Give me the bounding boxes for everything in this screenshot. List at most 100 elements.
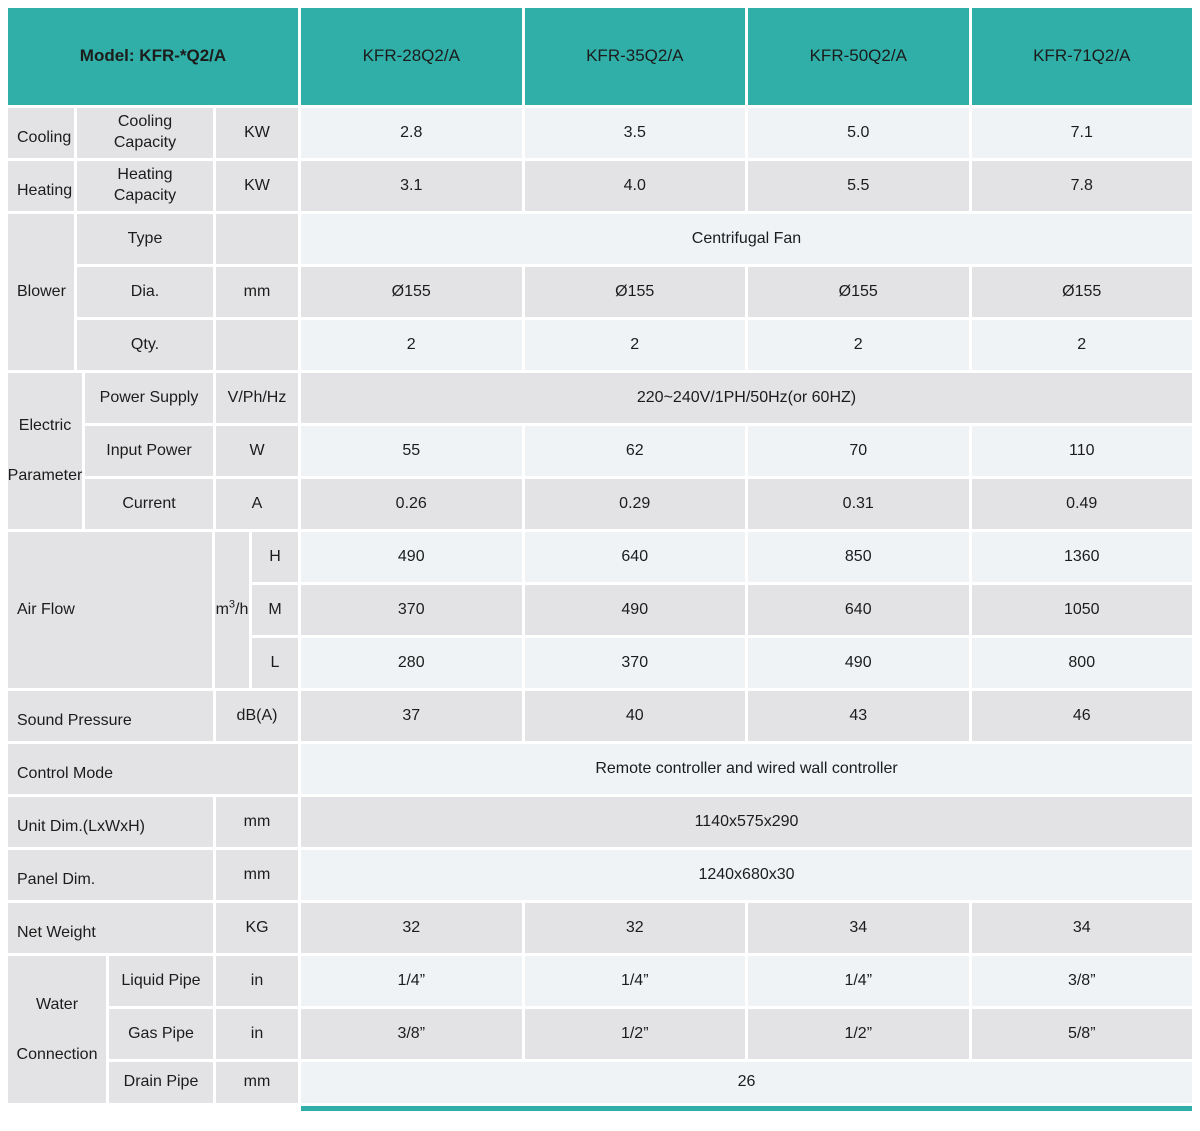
value-cell: 1/2”: [748, 1009, 969, 1059]
air-flow-section: Air Flow m3/h H 490 640 850 1360 M 370 4…: [8, 532, 1192, 688]
value-cell: 1/4”: [524, 956, 745, 1006]
value-cell: 1360: [971, 532, 1192, 582]
row-label-low: L: [252, 638, 298, 688]
group-label-air-flow: Air Flow: [8, 532, 212, 688]
column-header-kfr-28: KFR-28Q2/A: [301, 8, 522, 105]
value-cell: 0.31: [748, 479, 969, 529]
value-cell: 800: [971, 638, 1192, 688]
group-label-water-connection: Water Connection: [8, 956, 106, 1103]
group-label-blower: Blower: [8, 214, 74, 370]
value-cell: 55: [301, 426, 522, 476]
value-cell: 5.0: [748, 108, 969, 158]
value-cell: 1/4”: [301, 956, 522, 1006]
unit-cell-empty: [216, 320, 298, 370]
value-cell: 4.0: [524, 161, 745, 211]
row-label-power-supply: Power Supply: [85, 373, 213, 423]
row-label-unit-dim: Unit Dim.(LxWxH): [8, 797, 213, 847]
column-header-kfr-71: KFR-71Q2/A: [971, 8, 1192, 105]
blower-section: Blower Type Centrifugal Fan Dia. mm Ø155…: [8, 214, 1192, 370]
value-cell: Ø155: [301, 267, 522, 317]
value-cell: 34: [748, 903, 969, 953]
value-cell: 3/8”: [971, 956, 1192, 1006]
value-cell: 370: [301, 585, 522, 635]
row-label-liquid-pipe: Liquid Pipe: [109, 956, 213, 1006]
value-cell: 70: [748, 426, 969, 476]
row-label-cooling-capacity: Cooling Capacity: [77, 108, 213, 158]
unit-cell-m3h: m3/h: [215, 532, 249, 688]
group-label-line: Parameter: [7, 467, 83, 484]
value-cell: 62: [524, 426, 745, 476]
table-header-row: Model: KFR-*Q2/A KFR-28Q2/A KFR-35Q2/A K…: [8, 8, 1192, 105]
value-cell: 850: [748, 532, 969, 582]
group-label-electric-parameter: Electric Parameter: [8, 373, 82, 529]
row-label-net-weight: Net Weight: [8, 903, 213, 953]
value-cell: 490: [301, 532, 522, 582]
unit-cell: mm: [216, 797, 298, 847]
value-cell: 5.5: [748, 161, 969, 211]
value-cell: 46: [971, 691, 1192, 741]
value-cell: 34: [971, 903, 1192, 953]
row-label-sound-pressure: Sound Pressure: [8, 691, 213, 741]
unit-cell: V/Ph/Hz: [216, 373, 298, 423]
sound-pressure-section: Sound Pressure dB(A) 37 40 43 46: [8, 691, 1192, 741]
value-cell: 490: [748, 638, 969, 688]
value-cell: 1050: [971, 585, 1192, 635]
value-cell: 640: [748, 585, 969, 635]
row-label-gas-pipe: Gas Pipe: [109, 1009, 213, 1059]
unit-cell: mm: [216, 850, 298, 900]
value-cell: 7.8: [971, 161, 1192, 211]
value-cell: 43: [748, 691, 969, 741]
value-cell: Ø155: [748, 267, 969, 317]
value-cell: 0.26: [301, 479, 522, 529]
row-label-type: Type: [77, 214, 213, 264]
value-cell-drain-pipe: 26: [301, 1062, 1192, 1103]
value-cell: 37: [301, 691, 522, 741]
value-cell-panel-dim: 1240x680x30: [301, 850, 1192, 900]
value-cell: 1/2”: [524, 1009, 745, 1059]
group-label-heating: Heating: [8, 161, 74, 211]
group-label-line: Water: [35, 995, 79, 1013]
value-cell: 2: [524, 320, 745, 370]
value-cell-fan-type: Centrifugal Fan: [301, 214, 1192, 264]
unit-cell: A: [216, 479, 298, 529]
electric-section: Electric Parameter Power Supply V/Ph/Hz …: [8, 373, 1192, 529]
value-cell: 110: [971, 426, 1192, 476]
value-cell: 280: [301, 638, 522, 688]
dimensions-section: Unit Dim.(LxWxH) mm 1140x575x290 Panel D…: [8, 797, 1192, 953]
value-cell: 2.8: [301, 108, 522, 158]
next-header-strip: [301, 1106, 1192, 1111]
row-label-heating-capacity: Heating Capacity: [77, 161, 213, 211]
capacity-section: Cooling Cooling Capacity KW 2.8 3.5 5.0 …: [8, 108, 1192, 211]
value-cell: 0.29: [524, 479, 745, 529]
value-cell-control-mode: Remote controller and wired wall control…: [301, 744, 1192, 794]
value-cell-power-supply: 220~240V/1PH/50Hz(or 60HZ): [301, 373, 1192, 423]
unit-cell: mm: [216, 267, 298, 317]
value-cell: 40: [524, 691, 745, 741]
spec-table: Model: KFR-*Q2/A KFR-28Q2/A KFR-35Q2/A K…: [8, 8, 1192, 1111]
unit-cell: in: [216, 956, 298, 1006]
unit-cell: W: [216, 426, 298, 476]
column-header-kfr-35: KFR-35Q2/A: [524, 8, 745, 105]
value-cell: 0.49: [971, 479, 1192, 529]
unit-cell: dB(A): [216, 691, 298, 741]
group-label-line: Connection: [16, 1045, 98, 1063]
row-label-current: Current: [85, 479, 213, 529]
unit-cell-empty: [216, 214, 298, 264]
value-cell-unit-dim: 1140x575x290: [301, 797, 1192, 847]
value-cell: Ø155: [524, 267, 745, 317]
group-label-cooling: Cooling: [8, 108, 74, 158]
value-cell: 490: [524, 585, 745, 635]
unit-cell: KW: [216, 161, 298, 211]
unit-cell: KG: [216, 903, 298, 953]
control-mode-section: Control Mode Remote controller and wired…: [8, 744, 1192, 794]
row-label-input-power: Input Power: [85, 426, 213, 476]
group-label-line: Electric: [18, 417, 72, 434]
value-cell: Ø155: [971, 267, 1192, 317]
unit-cell: mm: [216, 1062, 298, 1103]
row-label-medium: M: [252, 585, 298, 635]
value-cell: 3.1: [301, 161, 522, 211]
value-cell: 32: [301, 903, 522, 953]
value-cell: 1/4”: [748, 956, 969, 1006]
value-cell: 370: [524, 638, 745, 688]
value-cell: 2: [971, 320, 1192, 370]
